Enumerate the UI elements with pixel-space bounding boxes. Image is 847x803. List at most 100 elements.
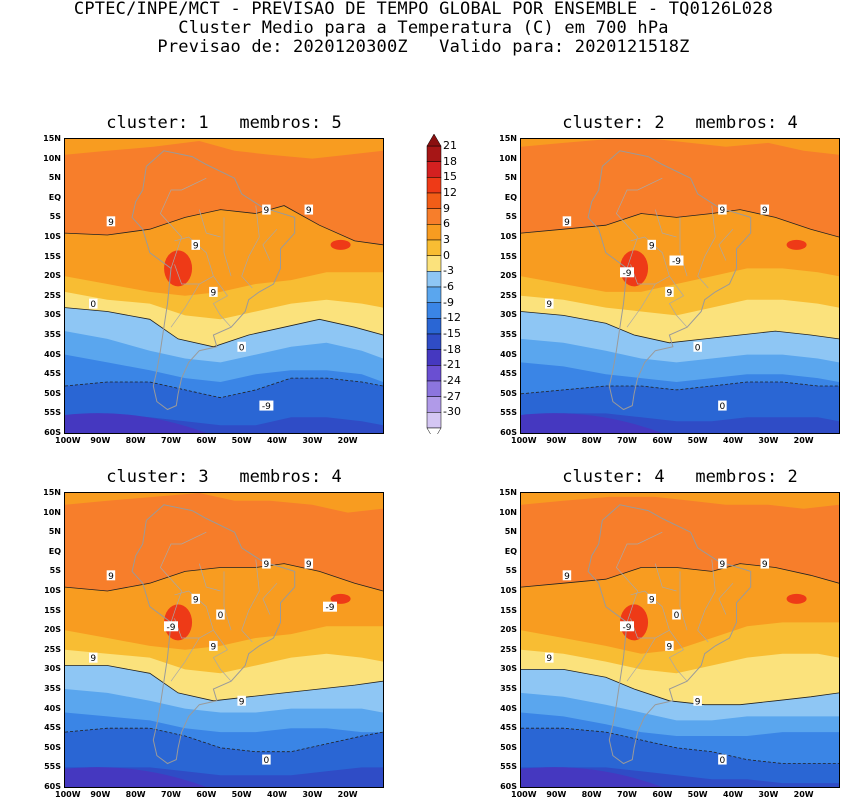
cold-core-south (65, 413, 207, 433)
svg-text:9: 9 (108, 572, 114, 582)
contour-label: -9 (164, 621, 178, 633)
svg-text:9: 9 (762, 560, 768, 570)
svg-text:0: 0 (674, 611, 680, 621)
contour-label: 9 (262, 558, 271, 570)
lat-tick-label: 15S (500, 605, 517, 615)
lat-tick-label: 60S (500, 782, 517, 791)
svg-text:9: 9 (264, 560, 270, 570)
lat-tick-label: 20S (500, 625, 517, 635)
contour-label: 9 (191, 593, 200, 605)
contour-label: 9 (304, 558, 314, 570)
contour-line-bm9 (521, 381, 839, 395)
colorbar-swatch (426, 255, 442, 272)
svg-text:-9: -9 (167, 623, 176, 633)
lon-tick-label: 90W (90, 436, 111, 445)
lat-tick-label: 45S (44, 369, 61, 379)
svg-text:9: 9 (564, 572, 570, 582)
colorbar-label: 12 (443, 186, 457, 199)
lat-tick-label: 55S (500, 408, 517, 418)
colorbar-label: -18 (443, 342, 461, 356)
panel-3-title: cluster: 3 membros: 4 (106, 467, 342, 487)
country-border (615, 177, 663, 269)
contour-line-b9 (65, 563, 383, 592)
lon-tick-label: 70W (617, 790, 637, 799)
lon-tick-label: 60W (196, 790, 217, 799)
colorbar-label: 21 (443, 139, 457, 152)
lat-tick-label: 10S (500, 232, 517, 241)
colorbar-swatch (426, 192, 442, 209)
contour-label: 9 (562, 216, 572, 228)
lat-tick-label: 35S (500, 330, 517, 339)
contour-label: 9 (647, 593, 656, 605)
colorbar-label: 3 (443, 233, 450, 246)
lat-tick-label: 50S (44, 742, 61, 752)
svg-text:9: 9 (90, 654, 96, 664)
contour-label: 0 (718, 754, 727, 766)
contour-line-bm9 (65, 727, 383, 753)
colorbar-swatch (426, 349, 442, 366)
lon-tick-label: 30W (302, 790, 323, 799)
svg-text:0: 0 (239, 343, 245, 353)
contour-label: 9 (304, 204, 314, 216)
country-border (262, 582, 278, 615)
lat-tick-label: 45S (44, 723, 61, 733)
country-border (159, 177, 207, 269)
lon-tick-label: 40W (267, 436, 287, 445)
header-line-3: Previsao de: 2020120300Z Valido para: 20… (157, 37, 690, 57)
lat-tick-label: 60S (44, 782, 61, 791)
lat-tick-label: 55S (44, 408, 61, 418)
hot-core-blob-atlantic (330, 593, 351, 604)
country-border (718, 228, 734, 261)
lon-tick-label: 80W (125, 436, 146, 445)
colorbar-label: -27 (443, 389, 461, 403)
contour-label: 0 (237, 341, 246, 353)
lat-tick-label: 45S (500, 723, 517, 733)
lon-tick-label: 20W (337, 436, 358, 445)
svg-text:-9: -9 (623, 623, 632, 633)
country-border (241, 205, 260, 289)
lat-tick-label: 25S (500, 644, 517, 654)
colorbar-swatch (426, 177, 442, 194)
lat-tick-label: 55S (44, 762, 61, 772)
header-line-2: Cluster Medio para a Temperatura (C) em … (178, 18, 669, 38)
contour-label: 9 (665, 640, 674, 652)
country-border (615, 531, 663, 623)
contour-line-b0 (65, 665, 383, 702)
contour-label: 9 (106, 570, 116, 582)
lat-tick-label: 45S (500, 369, 517, 379)
colorbar-label: 9 (443, 201, 450, 215)
contour-label: 0 (672, 609, 681, 621)
svg-text:9: 9 (720, 206, 726, 216)
lon-tick-label: 100W (55, 436, 81, 445)
colorbar-label: -3 (443, 264, 454, 278)
colorbar-label: -30 (443, 405, 461, 419)
contour-label: 9 (545, 652, 554, 664)
country-border (718, 582, 734, 615)
lat-tick-label: 20S (500, 271, 517, 281)
contour-label: 0 (216, 609, 225, 621)
lon-tick-label: 90W (546, 790, 567, 799)
contour-label: -9 (620, 267, 634, 279)
lon-tick-label: 50W (231, 790, 252, 799)
lat-tick-label: 5S (505, 212, 517, 222)
svg-text:9: 9 (108, 218, 114, 228)
lat-tick-label: 35S (500, 684, 517, 693)
header-line-1: CPTEC/INPE/MCT - PREVISAO DE TEMPO GLOBA… (73, 0, 774, 19)
svg-text:9: 9 (211, 642, 217, 652)
lat-tick-label: 15S (500, 251, 517, 261)
contour-label: 9 (545, 298, 554, 310)
lat-tick-label: 5N (48, 173, 61, 183)
country-border (630, 264, 670, 285)
country-border (174, 264, 214, 285)
contour-label: 9 (665, 286, 674, 298)
contour-line-b9 (65, 205, 383, 246)
svg-text:0: 0 (695, 343, 701, 353)
lat-tick-label: 35S (44, 684, 61, 693)
lat-tick-label: 60S (500, 428, 517, 437)
lon-tick-label: 50W (231, 436, 252, 445)
country-border (630, 618, 670, 639)
svg-text:9: 9 (211, 288, 217, 298)
contour-label: 9 (262, 204, 271, 216)
colorbar-swatch (426, 286, 442, 303)
contour-label: 9 (647, 239, 656, 251)
